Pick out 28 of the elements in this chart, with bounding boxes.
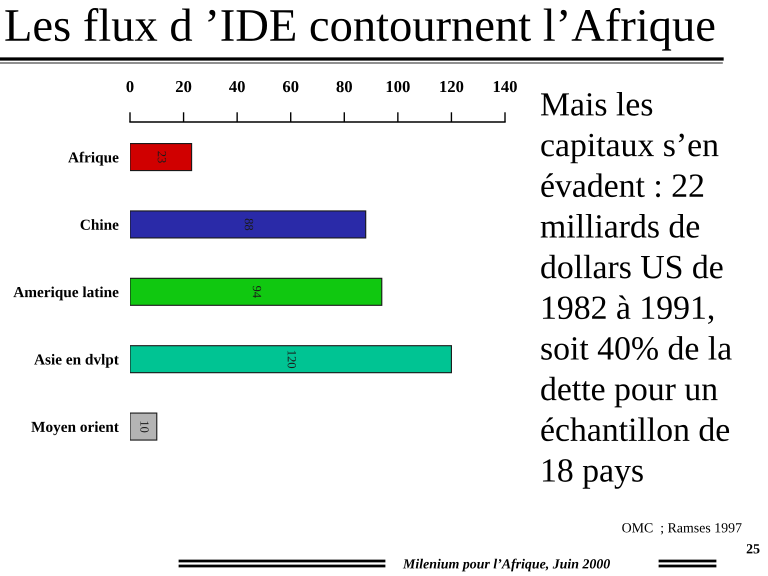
bar <box>130 143 192 172</box>
data-label: 94 <box>252 286 262 298</box>
x-tick-label: 40 <box>229 80 245 92</box>
y-tick-label: Moyen orient <box>31 421 119 436</box>
x-tick-label: 100 <box>386 80 410 92</box>
bar <box>130 412 158 441</box>
x-tick-label: 80 <box>336 80 352 92</box>
x-tick-label: 0 <box>126 80 134 92</box>
x-tick-label: 60 <box>282 80 298 92</box>
bar <box>130 345 452 374</box>
bar <box>130 210 366 238</box>
text: Milenium pour l’Afrique, Juin 2000 <box>402 558 610 572</box>
data-label: 23 <box>158 151 166 163</box>
x-tick-label: 140 <box>494 80 517 92</box>
x-tick-label: 20 <box>176 80 192 92</box>
x-tick-label: 120 <box>440 80 464 92</box>
y-tick-label: Chine <box>80 219 118 230</box>
data-label: 10 <box>140 421 149 432</box>
bar <box>130 278 382 306</box>
text: 25 <box>746 544 760 554</box>
data-label: 88 <box>244 218 254 230</box>
y-tick-label: Afrique <box>68 152 118 166</box>
text: Mais les capitaux s’en évadent : 22 milliards de dollars US de 1982 à 1991, soit 40% de la dette pour un échantillon de 18 pays <box>540 92 732 489</box>
y-tick-label: Asie en dvlpt <box>34 354 119 368</box>
text: OMC ; Ramses 1997 <box>622 523 742 534</box>
chart-title: Les flux d ’IDE contournent l’Afrique <box>5 8 714 51</box>
data-label: 120 <box>288 350 296 368</box>
y-tick-label: Amerique latine <box>13 286 118 300</box>
